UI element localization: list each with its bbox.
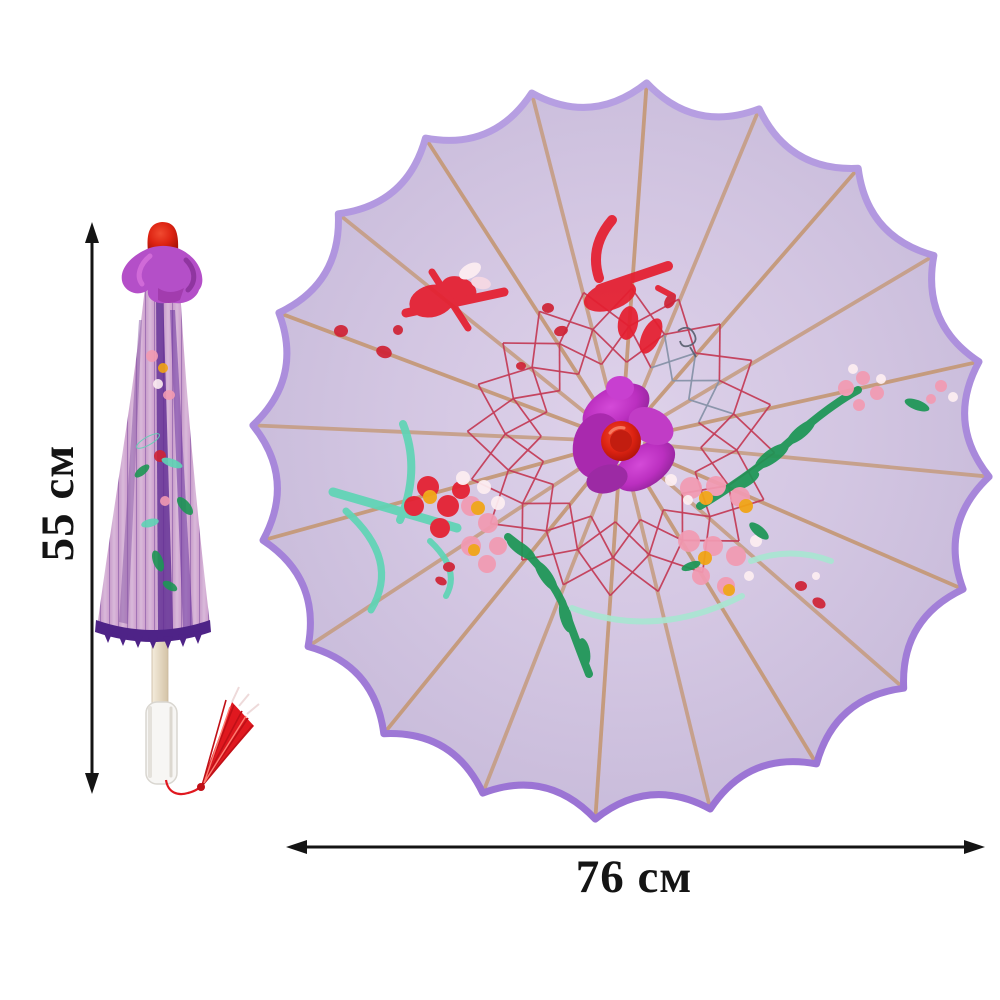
lacing-thread bbox=[688, 398, 734, 415]
canopy-rib bbox=[638, 253, 935, 432]
width-dimension-label: 76 см bbox=[575, 851, 693, 903]
lacing-thread bbox=[507, 435, 542, 471]
canopy-rib bbox=[337, 212, 606, 430]
lacing-thread bbox=[614, 521, 650, 556]
lacing-thread bbox=[663, 508, 711, 518]
lacing-thread bbox=[502, 342, 515, 399]
canopy-rib bbox=[423, 137, 611, 425]
lacing-thread bbox=[466, 430, 509, 471]
lacing-thread bbox=[545, 484, 555, 532]
hub bbox=[572, 376, 676, 494]
silk-wrap bbox=[121, 245, 203, 304]
lacing-thread bbox=[568, 503, 579, 550]
lacing-thread bbox=[521, 461, 545, 504]
lacing-thread bbox=[592, 328, 628, 363]
lacing-thread bbox=[698, 421, 738, 451]
lacing-thread bbox=[700, 413, 735, 449]
lacing-thread bbox=[466, 397, 514, 432]
lacing-thread bbox=[650, 352, 696, 369]
lacing-thread bbox=[504, 411, 548, 435]
height-dimension-arrow bbox=[85, 222, 99, 794]
lacing-thread bbox=[664, 323, 721, 336]
lacing-thread bbox=[612, 557, 659, 593]
lacing-thread bbox=[490, 522, 547, 532]
width-dimension-arrow bbox=[286, 840, 985, 854]
lacing-thread bbox=[531, 367, 548, 413]
arrowhead-up-icon bbox=[85, 222, 99, 243]
closed-canopy-painting bbox=[134, 350, 194, 592]
upper-left-red-flower bbox=[334, 262, 568, 370]
lacing-thread bbox=[697, 380, 721, 423]
lacing-thread bbox=[531, 311, 541, 368]
lacing-thread bbox=[531, 366, 579, 376]
painted-decoration bbox=[328, 215, 958, 678]
canopy-bottom-edge bbox=[95, 620, 211, 649]
lacing-thread bbox=[576, 549, 611, 597]
tip-cap bbox=[147, 222, 179, 252]
lacing-thread bbox=[539, 310, 594, 331]
canopy-trim-edge bbox=[249, 79, 993, 823]
canopy-rib bbox=[642, 441, 990, 479]
lacing-thread bbox=[657, 540, 684, 592]
canopy-rib bbox=[641, 359, 980, 439]
lacing-thread bbox=[612, 519, 642, 559]
canopy-rib bbox=[529, 92, 618, 422]
lacing-thread bbox=[512, 397, 542, 437]
right-blossom-cluster bbox=[665, 364, 958, 609]
fold-shadow bbox=[119, 320, 142, 624]
lacing-thread bbox=[513, 389, 560, 400]
canopy-rib bbox=[278, 311, 602, 436]
lacing-thread bbox=[709, 498, 765, 518]
lacing-thread bbox=[576, 521, 616, 551]
canopy-rib bbox=[633, 167, 860, 427]
handle bbox=[145, 701, 178, 785]
folded-canopy bbox=[97, 287, 210, 637]
lacing-thread bbox=[545, 530, 565, 586]
lacing-thread bbox=[470, 433, 506, 480]
canopy-rib bbox=[627, 108, 761, 423]
lacing-thread bbox=[640, 518, 683, 542]
lacing-thread bbox=[477, 383, 507, 435]
lacing-thread bbox=[559, 342, 602, 366]
lacing-thread bbox=[718, 323, 721, 381]
lacing-thread bbox=[648, 509, 665, 555]
lower-green-branch bbox=[504, 533, 745, 678]
lacing-thread bbox=[504, 433, 544, 463]
tassel bbox=[164, 686, 260, 796]
lacing-thread bbox=[648, 553, 703, 574]
closed-parasol-side-view bbox=[95, 222, 260, 796]
lacing-thread bbox=[477, 366, 533, 386]
lacing-thread bbox=[562, 556, 614, 586]
lacing-thread bbox=[590, 515, 614, 559]
fold-shadow bbox=[170, 310, 193, 628]
canopy-rib bbox=[252, 423, 600, 443]
red-brush-strokes bbox=[583, 215, 697, 358]
lacing-thread bbox=[609, 554, 650, 597]
lacing-thread bbox=[732, 360, 753, 415]
open-parasol-top-view bbox=[249, 79, 993, 823]
lacing-thread bbox=[577, 329, 594, 375]
lacing-thread bbox=[719, 379, 771, 406]
canopy-rib bbox=[593, 463, 622, 820]
lacing-thread bbox=[687, 352, 697, 400]
canopy-rib bbox=[620, 82, 649, 421]
lacing-thread bbox=[663, 334, 674, 381]
lacing-thread bbox=[695, 352, 752, 362]
lacing-thread bbox=[694, 449, 738, 473]
left-blossom-cluster bbox=[328, 420, 507, 614]
lacing-thread bbox=[546, 515, 592, 532]
lacing-thread bbox=[502, 342, 560, 345]
lacing-thread bbox=[700, 447, 730, 487]
lacing-thread bbox=[733, 413, 776, 454]
lacing-thread bbox=[508, 469, 554, 486]
height-dimension-label: 55 см bbox=[32, 444, 84, 562]
lacing-thread bbox=[736, 404, 772, 451]
ink-squiggle bbox=[677, 326, 697, 358]
arrowhead-down-icon bbox=[85, 773, 99, 794]
arrowhead-left-icon bbox=[286, 840, 307, 854]
arrowhead-right-icon bbox=[964, 840, 985, 854]
